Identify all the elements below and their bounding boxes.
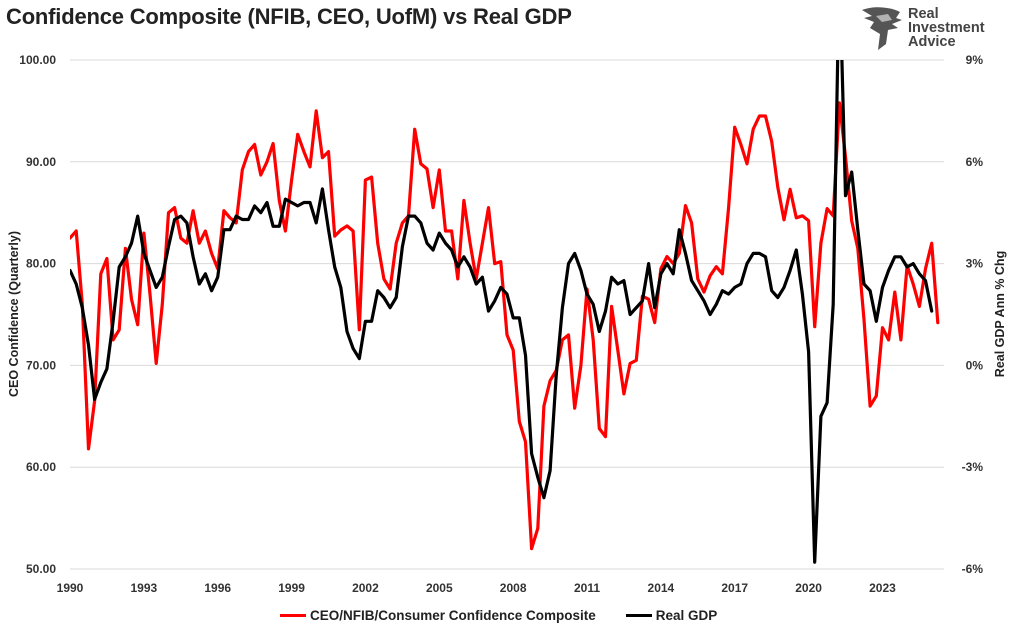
x-tick-label: 2020 — [795, 581, 822, 595]
x-tick-label: 2002 — [352, 581, 379, 595]
left-tick-label: 70.00 — [26, 358, 56, 372]
right-tick-label: -6% — [962, 562, 984, 576]
right-tick-label: 3% — [966, 257, 984, 271]
left-axis-label: CEO Confidence (Quarterly) — [7, 231, 21, 397]
left-tick-label: 60.00 — [26, 460, 56, 474]
legend-swatch-gdp — [625, 614, 652, 617]
x-axis-ticks: 1990 1993 1996 1999 2002 2005 2008 2011 2014 2017… — [57, 581, 896, 595]
x-tick-label: 1993 — [131, 581, 158, 595]
legend-label-confidence: CEO/NFIB/Consumer Confidence Composite — [310, 608, 596, 623]
logo-line-2: Investment — [908, 20, 985, 36]
right-axis-ticks: -6% -3% 0% 3% 6% 9% — [962, 53, 984, 576]
x-tick-label: 2008 — [500, 581, 527, 595]
x-tick-label: 2005 — [426, 581, 453, 595]
x-tick-label: 2014 — [648, 581, 675, 595]
x-tick-label: 2023 — [869, 581, 896, 595]
series-line-confidence — [70, 101, 940, 551]
x-tick-label: 1990 — [57, 581, 84, 595]
legend-item-confidence: CEO/NFIB/Consumer Confidence Composite — [280, 608, 596, 623]
chart-title: Confidence Composite (NFIB, CEO, UofM) v… — [6, 4, 572, 29]
brand-logo: Real Investment Advice — [858, 4, 1018, 56]
legend-item-gdp: Real GDP — [625, 608, 718, 623]
left-tick-label: 80.00 — [26, 257, 56, 271]
right-tick-label: 6% — [966, 155, 984, 169]
logo-line-3: Advice — [908, 34, 956, 50]
x-tick-label: 1996 — [204, 581, 231, 595]
right-tick-label: -3% — [962, 460, 984, 474]
right-axis-label: Real GDP Ann % Chg — [993, 251, 1007, 377]
logo-line-1: Real — [908, 6, 939, 22]
left-tick-label: 50.00 — [26, 562, 56, 576]
x-tick-label: 1999 — [278, 581, 305, 595]
legend-swatch-confidence — [280, 614, 306, 617]
series-line-gdp — [70, 60, 934, 564]
left-tick-label: 100.00 — [19, 53, 56, 67]
x-tick-label: 2011 — [574, 581, 600, 595]
chart-legend: CEO/NFIB/Consumer Confidence Composite R… — [280, 608, 717, 623]
left-tick-label: 90.00 — [26, 155, 56, 169]
right-tick-label: 0% — [966, 358, 984, 372]
eagle-logo-icon — [862, 7, 902, 50]
left-axis-ticks: 50.00 60.00 70.00 80.00 90.00 100.00 — [19, 53, 56, 576]
right-tick-label: 9% — [966, 53, 984, 67]
x-tick-label: 2017 — [721, 581, 748, 595]
series-lines — [70, 60, 940, 564]
logo-text: Real Investment Advice — [908, 6, 985, 50]
legend-label-gdp: Real GDP — [655, 608, 718, 623]
